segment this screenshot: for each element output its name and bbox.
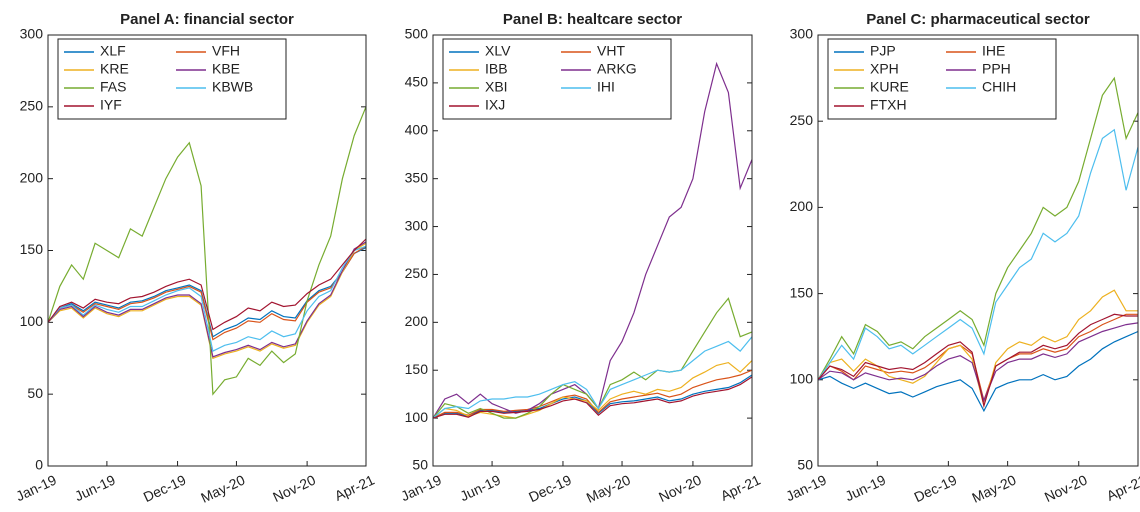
series-line <box>817 128 1139 381</box>
legend-label: ARKG <box>597 61 637 77</box>
axes-frame <box>817 34 1139 467</box>
legend-box <box>57 38 287 120</box>
x-tick-label: May-20 <box>584 471 633 505</box>
legend-label: IHI <box>597 79 615 95</box>
legend-label: KURE <box>870 79 909 95</box>
x-tick-label: Apr-21 <box>718 471 763 503</box>
series-line <box>817 76 1139 381</box>
y-tick-label: 0 <box>35 457 43 473</box>
series-line <box>817 322 1139 403</box>
y-tick-label: 100 <box>790 371 814 387</box>
y-tick-label: 350 <box>405 169 429 185</box>
series-line <box>432 336 753 419</box>
y-tick-label: 500 <box>405 26 429 42</box>
y-tick-label: 300 <box>20 26 44 42</box>
x-tick-label: Dec-19 <box>141 471 189 505</box>
x-tick-label: Apr-21 <box>1104 471 1140 503</box>
legend-label: IBB <box>485 61 508 77</box>
y-tick-label: 150 <box>790 284 814 300</box>
legend-label: IYF <box>100 97 122 113</box>
legend-label: CHIH <box>982 79 1016 95</box>
legend-label: IXJ <box>485 97 505 113</box>
y-tick-label: 250 <box>20 98 44 114</box>
legend-label: XPH <box>870 61 899 77</box>
y-tick-label: 300 <box>790 26 814 42</box>
x-tick-label: Jan-19 <box>398 471 444 504</box>
legend-label: KBE <box>212 61 240 77</box>
legend-label: XLV <box>485 43 511 59</box>
legend: PJP IHE XPH PPH KURE CHIH FTXH <box>827 38 1057 120</box>
series-line <box>47 245 367 352</box>
y-tick-label: 50 <box>797 457 813 473</box>
legend-label: KRE <box>100 61 129 77</box>
chart-title: Panel A: financial sector <box>120 11 294 28</box>
x-tick-label: Jun-19 <box>72 471 118 504</box>
series-line <box>432 360 753 419</box>
x-tick-label: Jun-19 <box>843 471 889 504</box>
legend-label: PJP <box>870 43 896 59</box>
y-tick-label: 150 <box>405 361 429 377</box>
chart-title: Panel C: pharmaceutical sector <box>866 11 1090 28</box>
legend-label: FAS <box>100 79 126 95</box>
y-tick-label: 200 <box>20 169 44 185</box>
y-tick-label: 200 <box>790 198 814 214</box>
axes-frame <box>47 34 367 467</box>
x-tick-label: Nov-20 <box>1042 471 1090 505</box>
y-tick-label: 150 <box>20 241 44 257</box>
legend-label: XLF <box>100 43 126 59</box>
series-line <box>817 330 1139 413</box>
legend-box <box>442 38 672 120</box>
y-tick-label: 250 <box>405 265 429 281</box>
x-tick-label: Nov-20 <box>656 471 704 505</box>
x-tick-label: Dec-19 <box>912 471 960 505</box>
series-line <box>47 106 367 396</box>
y-tick-label: 50 <box>27 385 43 401</box>
series-line <box>817 313 1138 409</box>
y-tick-label: 100 <box>20 313 44 329</box>
legend-label: VFH <box>212 43 240 59</box>
series-line <box>47 245 367 341</box>
legend: XLF VFH KRE KBE FAS KBWB IYF <box>57 38 287 120</box>
legend-label: FTXH <box>870 97 907 113</box>
x-tick-label: Apr-21 <box>332 471 377 503</box>
series-line <box>432 376 753 419</box>
x-tick-label: Nov-20 <box>270 471 318 505</box>
series-line <box>47 242 367 360</box>
y-tick-label: 100 <box>405 409 429 425</box>
legend: XLV VHT IBB ARKG XBI IHI IXJ <box>442 38 672 120</box>
y-tick-label: 250 <box>790 112 814 128</box>
x-tick-label: Jan-19 <box>13 471 59 504</box>
legend-label: KBWB <box>212 79 253 95</box>
x-tick-label: May-20 <box>969 471 1018 505</box>
y-tick-label: 300 <box>405 217 429 233</box>
legend-label: XBI <box>485 79 508 95</box>
chart-title: Panel B: healtcare sector <box>503 11 682 28</box>
y-tick-label: 450 <box>405 74 429 90</box>
series-line <box>432 297 753 419</box>
legend-label: PPH <box>982 61 1011 77</box>
series-line <box>817 289 1138 409</box>
y-tick-label: 400 <box>405 121 429 137</box>
legend-label: IHE <box>982 43 1005 59</box>
x-tick-label: Jan-19 <box>783 471 829 504</box>
axes-frame <box>432 34 753 467</box>
legend-label: VHT <box>597 43 625 59</box>
x-tick-label: Dec-19 <box>526 471 574 505</box>
legend-box <box>827 38 1057 120</box>
y-tick-label: 50 <box>412 457 428 473</box>
series-line <box>47 238 367 331</box>
series-line <box>817 313 1138 403</box>
x-tick-label: May-20 <box>198 471 247 505</box>
x-tick-label: Jun-19 <box>457 471 503 504</box>
y-tick-label: 200 <box>405 313 429 329</box>
series-line <box>47 241 367 358</box>
